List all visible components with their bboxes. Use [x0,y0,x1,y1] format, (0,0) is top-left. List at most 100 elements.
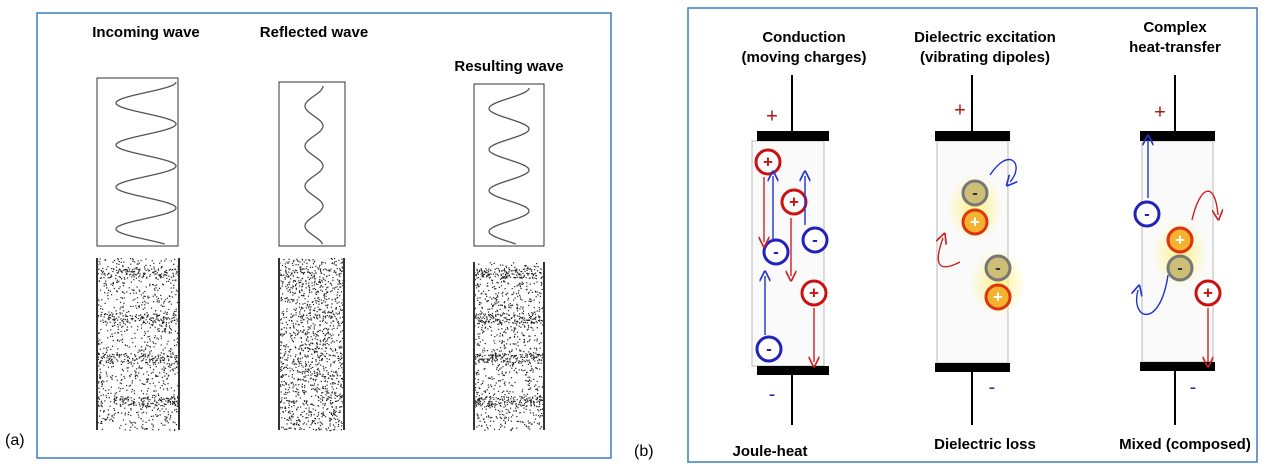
electrode [935,363,1010,372]
noise-dot [168,276,169,277]
noise-dot [322,403,323,404]
noise-dot [169,331,170,332]
noise-dot [101,421,102,422]
noise-dot [319,316,320,317]
noise-dot [339,268,340,269]
noise-dot [312,267,313,268]
noise-dot [480,321,481,322]
noise-dot [99,374,100,375]
noise-dot [308,318,309,319]
noise-dot [489,393,490,394]
noise-dot [298,361,299,362]
noise-dot [515,298,516,299]
noise-dot [335,299,336,300]
noise-dot [100,423,101,424]
noise-dot [163,357,164,358]
noise-dot [507,391,508,392]
noise-dot [295,367,296,368]
noise-dot [513,397,514,398]
noise-dot [280,275,281,276]
noise-dot [528,327,529,328]
noise-dot [504,306,505,307]
noise-dot [321,264,322,265]
wave-curve [305,86,323,244]
noise-dot [538,315,539,316]
noise-dot [501,343,502,344]
noise-dot [537,327,538,328]
noise-dot [147,269,148,270]
noise-dot [485,375,486,376]
noise-dot [121,320,122,321]
noise-dot [539,311,540,312]
noise-dot [536,368,537,369]
noise-dot [127,398,128,399]
noise-dot [531,321,532,322]
electrode [1140,131,1215,141]
noise-dot [113,283,114,284]
noise-medium [279,258,345,431]
noise-dot [302,412,303,413]
noise-dot [141,304,142,305]
noise-dot [304,390,305,391]
noise-dot [504,385,505,386]
noise-dot [176,309,177,310]
noise-dot [320,268,321,269]
mechanism-title: Dielectric excitation [914,29,1056,46]
noise-dot [338,381,339,382]
noise-dot [108,277,109,278]
noise-dot [282,299,283,300]
noise-dot [287,263,288,264]
noise-dot [325,386,326,387]
noise-dot [158,302,159,303]
noise-dot [520,271,521,272]
noise-dot [497,349,498,350]
noise-dot [320,287,321,288]
noise-dot [101,277,102,278]
noise-dot [536,296,537,297]
noise-dot [512,288,513,289]
noise-dot [173,275,174,276]
noise-dot [311,412,312,413]
noise-dot [504,418,505,419]
noise-dot [280,353,281,354]
noise-dot [288,272,289,273]
noise-dot [146,359,147,360]
noise-dot [333,424,334,425]
noise-dot [488,311,489,312]
noise-dot [521,397,522,398]
noise-dot [482,383,483,384]
noise-dot [306,401,307,402]
noise-dot [499,351,500,352]
noise-dot [481,322,482,323]
noise-dot [155,322,156,323]
noise-dot [530,284,531,285]
noise-dot [124,408,125,409]
noise-dot [536,402,537,403]
noise-dot [131,362,132,363]
noise-dot [330,366,331,367]
noise-dot [487,358,488,359]
noise-dot [515,404,516,405]
noise-dot [493,306,494,307]
noise-dot [114,260,115,261]
noise-dot [504,348,505,349]
noise-dot [129,287,130,288]
noise-dot [492,313,493,314]
noise-dot [151,416,152,417]
noise-dot [337,375,338,376]
noise-dot [158,362,159,363]
noise-dot [121,354,122,355]
noise-dot [118,259,119,260]
noise-dot [477,344,478,345]
noise-dot [176,409,177,410]
noise-dot [163,383,164,384]
noise-dot [291,423,292,424]
noise-dot [479,400,480,401]
noise-dot [341,347,342,348]
noise-dot [123,370,124,371]
noise-dot [502,342,503,343]
noise-dot [294,405,295,406]
noise-dot [529,301,530,302]
noise-dot [526,398,527,399]
noise-dot [297,299,298,300]
